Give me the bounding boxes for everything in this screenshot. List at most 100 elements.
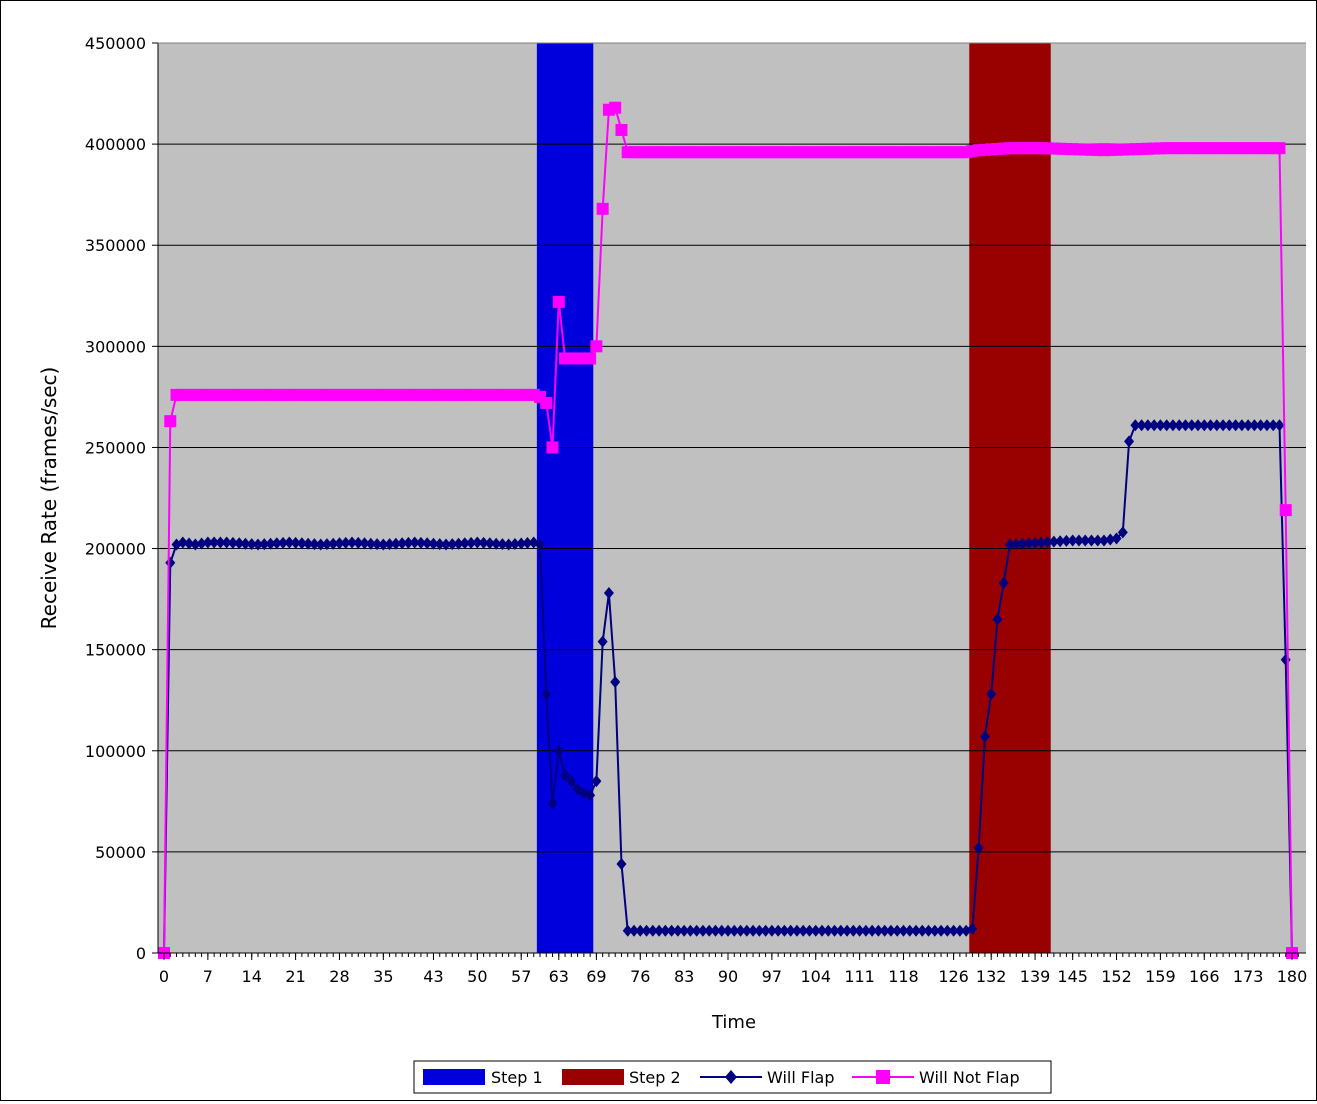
legend-label: Step 1: [491, 1068, 543, 1087]
data-point: [629, 924, 639, 937]
data-point: [271, 537, 282, 550]
data-point: [585, 789, 596, 802]
data-point: [397, 537, 408, 550]
series-will-not-flap: [158, 101, 1298, 959]
y-tick-label: 250000: [85, 438, 146, 457]
data-point: [615, 123, 628, 136]
data-point: [829, 924, 840, 937]
data-point: [516, 537, 527, 550]
data-point: [1042, 536, 1053, 549]
data-point: [911, 924, 921, 937]
data-point: [748, 924, 759, 937]
data-point: [1205, 419, 1216, 432]
data-point: [590, 340, 603, 353]
data-point: [372, 538, 383, 551]
data-point: [1023, 537, 1034, 550]
data-point: [936, 924, 947, 937]
data-point: [1261, 419, 1272, 432]
x-tick-label: 159: [1145, 967, 1176, 986]
data-point: [422, 537, 433, 550]
x-tick-label: 166: [1189, 967, 1220, 986]
data-point: [1193, 419, 1203, 432]
y-tick-label: 400000: [85, 135, 146, 154]
data-point: [547, 797, 558, 810]
data-point: [240, 537, 251, 550]
data-point: [546, 441, 559, 454]
data-point: [1073, 534, 1084, 547]
data-point: [1199, 419, 1210, 432]
data-point: [1067, 534, 1078, 547]
y-axis-title: Receive Rate (frames/sec): [37, 367, 61, 630]
x-tick-label: 132: [976, 967, 1007, 986]
data-point: [434, 538, 445, 551]
data-point: [296, 537, 307, 550]
data-point: [697, 924, 708, 937]
x-tick-label: 145: [1057, 967, 1088, 986]
data-point: [1105, 533, 1116, 546]
data-point: [196, 537, 207, 550]
series-layer: [158, 101, 1298, 959]
data-point: [177, 536, 188, 549]
x-tick-label: 76: [630, 967, 650, 986]
band-1: [536, 43, 594, 953]
data-point: [428, 537, 439, 550]
data-point: [378, 538, 389, 551]
x-tick-label: 28: [329, 967, 349, 986]
data-point: [1167, 419, 1178, 432]
data-point: [817, 924, 827, 937]
axes-layer: 0 50000 100000 150000 200000 250000 300000 3500…: [85, 34, 1307, 986]
legend-label: Will Not Flap: [919, 1068, 1020, 1087]
x-tick-label: 50: [467, 967, 487, 986]
data-point: [848, 924, 859, 937]
data-point: [265, 537, 276, 550]
x-tick-label: 118: [888, 967, 919, 986]
legend-swatch: [423, 1069, 485, 1085]
data-point: [522, 536, 533, 549]
data-point: [867, 924, 878, 937]
data-point: [654, 924, 665, 937]
data-point: [246, 538, 257, 551]
y-tick-label: 150000: [85, 641, 146, 660]
data-point: [596, 202, 609, 215]
data-point: [967, 922, 978, 935]
data-point: [1005, 538, 1015, 551]
data-point: [873, 924, 884, 937]
data-point: [929, 924, 940, 937]
data-point: [535, 538, 545, 551]
data-point: [1080, 534, 1091, 547]
data-point: [215, 536, 226, 549]
data-point: [227, 536, 238, 549]
x-tick-label: 139: [1020, 967, 1051, 986]
x-tick-label: 7: [203, 967, 213, 986]
data-point: [666, 924, 677, 937]
data-point: [541, 688, 552, 701]
data-point: [1061, 534, 1072, 547]
data-point: [253, 538, 263, 551]
legend-label: Will Flap: [767, 1068, 835, 1087]
data-point: [509, 538, 520, 551]
data-point: [560, 769, 571, 782]
data-point: [948, 924, 959, 937]
data-point: [584, 352, 597, 365]
data-point: [1211, 419, 1222, 432]
data-point: [164, 415, 177, 428]
data-point: [259, 538, 270, 551]
series-will-flap: [159, 419, 1297, 959]
data-point: [609, 101, 622, 114]
data-point: [278, 536, 289, 549]
data-point: [1117, 526, 1128, 539]
data-point: [441, 538, 451, 551]
data-point: [484, 537, 495, 550]
data-point: [766, 924, 777, 937]
data-point: [340, 536, 351, 549]
data-point: [1161, 419, 1172, 432]
data-point: [1224, 419, 1235, 432]
data-point: [986, 688, 997, 701]
data-point: [359, 537, 370, 550]
x-tick-label: 35: [373, 967, 393, 986]
data-point: [1017, 537, 1028, 550]
data-point: [1155, 419, 1166, 432]
data-point: [1149, 419, 1160, 432]
bands-layer: [536, 43, 1051, 953]
